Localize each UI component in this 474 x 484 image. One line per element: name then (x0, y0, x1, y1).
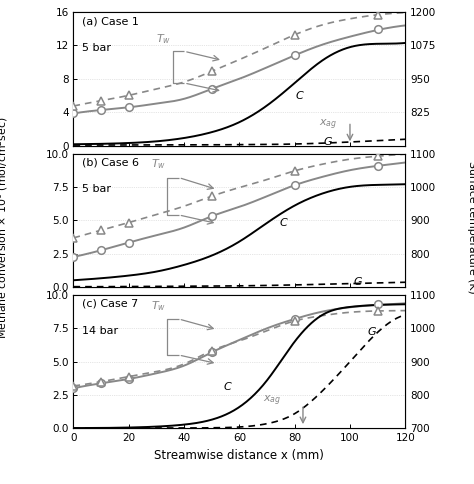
Text: $C$: $C$ (223, 379, 233, 392)
Text: $T_w$: $T_w$ (151, 157, 166, 171)
Text: (a) Case 1: (a) Case 1 (82, 16, 138, 26)
Text: $T_w$: $T_w$ (156, 32, 172, 45)
Text: 5 bar: 5 bar (82, 43, 111, 53)
Text: $T_w$: $T_w$ (151, 299, 166, 313)
Text: $G$: $G$ (353, 275, 363, 287)
Text: $C$: $C$ (295, 90, 305, 102)
Text: 5 bar: 5 bar (82, 184, 111, 194)
Text: $G$: $G$ (323, 135, 333, 147)
Text: $x_{ag}$: $x_{ag}$ (319, 118, 337, 132)
Text: Surface temperature (K): Surface temperature (K) (466, 161, 474, 294)
Text: $C$: $C$ (279, 215, 289, 227)
Text: 14 bar: 14 bar (82, 326, 118, 335)
Text: Methane conversion × 10$^6$ (mol/cm$^2$sec): Methane conversion × 10$^6$ (mol/cm$^2$s… (0, 116, 11, 339)
X-axis label: Streamwise distance x (mm): Streamwise distance x (mm) (155, 449, 324, 462)
Text: (b) Case 6: (b) Case 6 (82, 157, 139, 167)
Text: $x_{ag}$: $x_{ag}$ (264, 393, 282, 408)
Text: $G$: $G$ (367, 325, 377, 337)
Text: (c) Case 7: (c) Case 7 (82, 299, 138, 309)
